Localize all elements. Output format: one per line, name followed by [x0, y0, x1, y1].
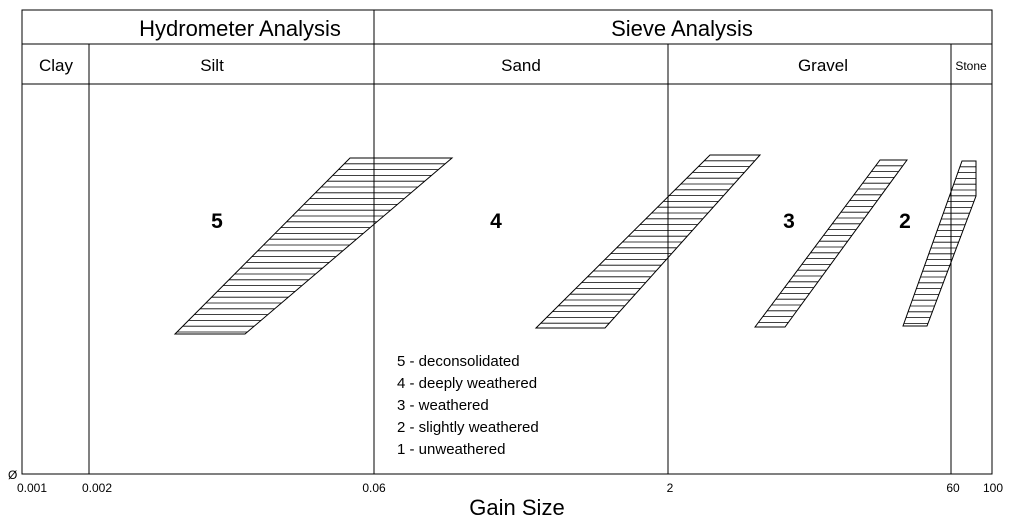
- band-3-hatching: [755, 160, 907, 323]
- class-sand-label: Sand: [501, 56, 541, 75]
- band-5: [173, 157, 454, 335]
- tick-label: 60: [946, 481, 960, 495]
- legend-item-1: 1 - unweathered: [397, 441, 505, 458]
- legend-item-3: 3 - weathered: [397, 397, 489, 414]
- origin-symbol: Ø: [8, 468, 17, 482]
- x-axis-title: Gain Size: [469, 495, 564, 520]
- class-silt-label: Silt: [200, 56, 224, 75]
- legend-item-5: 5 - deconsolidated: [397, 353, 520, 370]
- band-3-outline: [754, 159, 908, 328]
- band-2-number: 2: [899, 210, 911, 233]
- band-5-hatching: [175, 158, 452, 333]
- class-gravel-label: Gravel: [798, 56, 848, 75]
- tick-label: 0.002: [82, 481, 112, 495]
- band-2-hatching: [903, 161, 976, 324]
- band-5-outline: [173, 157, 454, 335]
- sieve-analysis-title: Sieve Analysis: [611, 16, 753, 41]
- band-3: [754, 159, 908, 328]
- tick-label: 0.001: [17, 481, 47, 495]
- legend-item-2: 2 - slightly weathered: [397, 419, 539, 436]
- tick-label: 100: [983, 481, 1003, 495]
- band-4-outline: [534, 154, 762, 329]
- band-3-number: 3: [783, 210, 795, 233]
- legend-item-4: 4 - deeply weathered: [397, 375, 537, 392]
- legend: 5 - deconsolidated 4 - deeply weathered …: [397, 353, 539, 458]
- tick-label: 0.06: [362, 481, 386, 495]
- band-4: [534, 154, 762, 329]
- band-4-number: 4: [490, 210, 502, 233]
- band-2: [902, 160, 977, 327]
- hydrometer-analysis-title: Hydrometer Analysis: [139, 16, 341, 41]
- plot-frame: [21, 9, 993, 475]
- class-clay-label: Clay: [39, 56, 74, 75]
- band-2-outline: [902, 160, 977, 327]
- band-5-number: 5: [211, 210, 223, 233]
- band-4-hatching: [536, 155, 760, 324]
- class-stone-label: Stone: [955, 59, 987, 73]
- tick-label: 2: [667, 481, 674, 495]
